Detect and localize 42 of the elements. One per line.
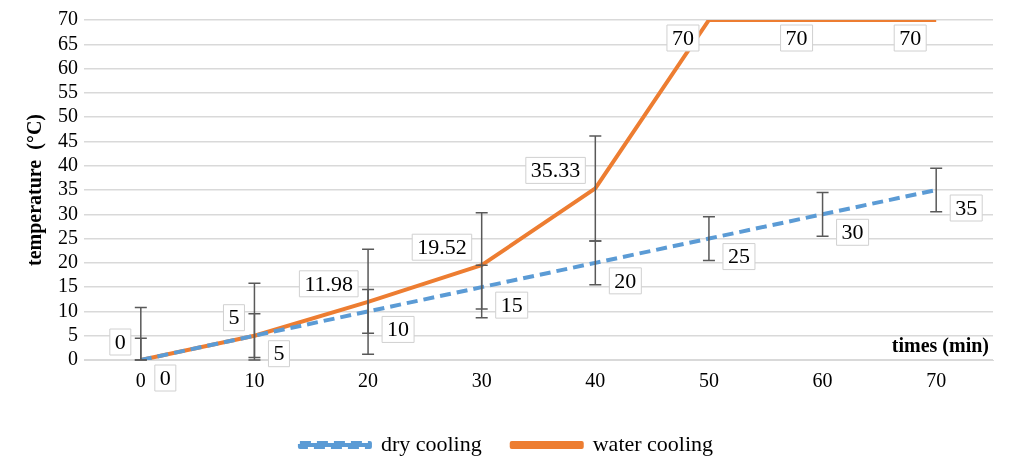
y-tick-label: 70 [58,7,78,30]
x-tick-label: 60 [812,369,833,392]
y-tick-label: 5 [68,322,78,345]
data-label: 70 [671,24,694,50]
data-label: 15 [500,291,523,317]
data-label: 35 [955,194,978,220]
legend-label: dry cooling [380,430,482,456]
data-label: 19.52 [417,233,467,259]
x-tick-label: 50 [698,369,719,392]
x-tick-label: 40 [585,369,606,392]
legend-label: water cooling [592,430,714,456]
data-label: 20 [614,267,637,293]
data-label: 5 [228,304,240,330]
y-tick-label: 60 [58,55,78,78]
y-tick-label: 65 [58,31,78,54]
x-tick-label: 30 [471,369,492,392]
y-tick-label: 20 [58,250,78,273]
y-tick-label: 50 [58,104,78,127]
x-tick-label: 10 [244,369,265,392]
y-tick-label: 55 [58,80,78,103]
data-label: 10 [387,316,410,342]
y-tick-label: 10 [58,298,78,321]
y-tick-label: 25 [58,225,78,248]
x-tick-label: 70 [926,369,947,392]
x-axis-title: times (min) [891,334,989,358]
data-label: 11.98 [304,270,354,296]
data-label: 30 [841,219,864,245]
data-label: 5 [273,340,285,366]
x-tick-label: 0 [135,369,146,392]
data-label: 70 [785,24,808,50]
y-tick-label: 15 [58,274,78,297]
y-tick-label: 45 [58,128,78,151]
data-label: 35.33 [530,157,581,183]
data-label: 0 [114,328,126,354]
y-tick-label: 35 [58,177,78,200]
data-label: 25 [727,243,750,269]
y-tick-label: 30 [58,201,78,224]
y-tick-label: 40 [58,152,78,175]
data-label: 70 [899,24,922,50]
x-tick-label: 20 [358,369,379,392]
y-tick-label: 0 [68,347,78,370]
y-axis-title: temperature (°C) [23,113,47,267]
